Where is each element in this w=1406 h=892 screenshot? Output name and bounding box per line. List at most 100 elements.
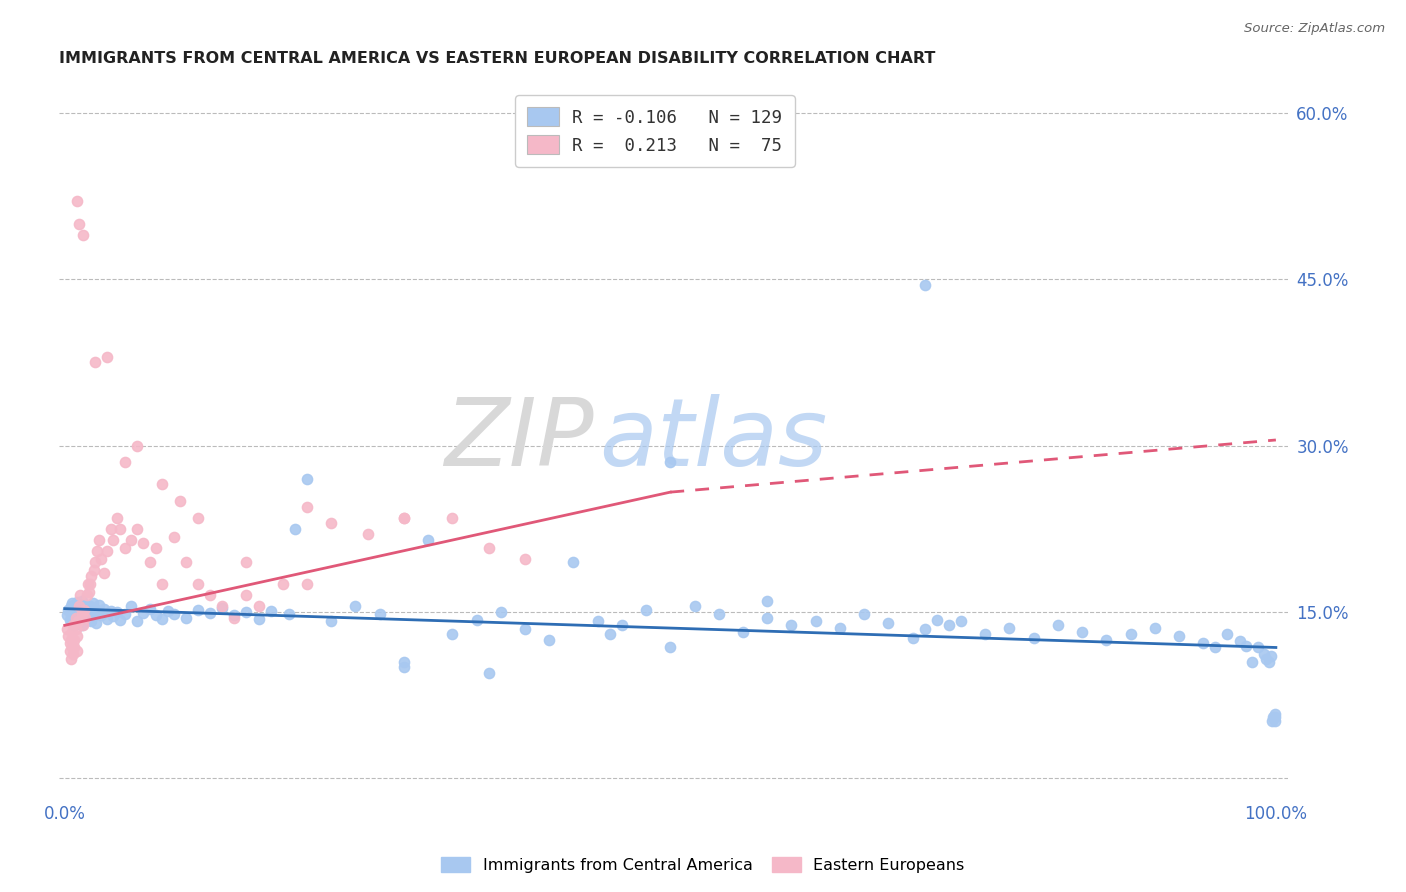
- Point: [1216, 627, 1239, 641]
- Point: [67, 599, 90, 614]
- Point: [56, 608, 79, 623]
- Point: [77, 585, 100, 599]
- Point: [1240, 655, 1263, 669]
- Point: [1257, 655, 1279, 669]
- Point: [72, 600, 94, 615]
- Point: [66, 629, 89, 643]
- Text: Source: ZipAtlas.com: Source: ZipAtlas.com: [1244, 22, 1385, 36]
- Point: [1260, 649, 1282, 664]
- Point: [636, 603, 658, 617]
- Point: [86, 544, 108, 558]
- Point: [82, 596, 104, 610]
- Point: [247, 612, 270, 626]
- Point: [145, 608, 167, 623]
- Point: [76, 599, 98, 613]
- Point: [247, 599, 270, 614]
- Point: [72, 608, 94, 623]
- Point: [914, 622, 936, 636]
- Point: [465, 613, 488, 627]
- Point: [76, 577, 98, 591]
- Point: [224, 610, 246, 624]
- Point: [59, 607, 82, 622]
- Point: [65, 622, 87, 636]
- Point: [295, 500, 318, 514]
- Point: [1071, 624, 1094, 639]
- Point: [69, 610, 91, 624]
- Point: [69, 588, 91, 602]
- Point: [63, 599, 86, 613]
- Text: ZIP: ZIP: [444, 394, 593, 485]
- Point: [828, 620, 851, 634]
- Point: [211, 600, 233, 615]
- Point: [73, 615, 96, 629]
- Point: [100, 522, 122, 536]
- Point: [853, 607, 876, 622]
- Point: [67, 607, 90, 622]
- Point: [66, 595, 89, 609]
- Point: [1264, 710, 1286, 724]
- Point: [70, 607, 93, 622]
- Point: [321, 614, 343, 628]
- Point: [90, 608, 112, 623]
- Point: [1192, 636, 1215, 650]
- Point: [114, 607, 136, 622]
- Point: [62, 612, 84, 626]
- Point: [120, 533, 142, 547]
- Point: [271, 577, 294, 591]
- Point: [538, 632, 561, 647]
- Point: [103, 533, 125, 547]
- Point: [169, 494, 191, 508]
- Point: [174, 610, 197, 624]
- Point: [103, 609, 125, 624]
- Point: [80, 614, 103, 628]
- Point: [65, 601, 87, 615]
- Point: [392, 655, 415, 669]
- Point: [1095, 632, 1118, 647]
- Point: [114, 455, 136, 469]
- Point: [63, 632, 86, 647]
- Point: [1046, 618, 1069, 632]
- Point: [62, 604, 84, 618]
- Point: [60, 640, 83, 655]
- Point: [187, 577, 209, 591]
- Point: [138, 601, 160, 615]
- Point: [949, 614, 972, 628]
- Legend: Immigrants from Central America, Eastern Europeans: Immigrants from Central America, Eastern…: [434, 851, 972, 880]
- Point: [998, 620, 1021, 634]
- Point: [63, 640, 86, 655]
- Text: IMMIGRANTS FROM CENTRAL AMERICA VS EASTERN EUROPEAN DISABILITY CORRELATION CHART: IMMIGRANTS FROM CENTRAL AMERICA VS EASTE…: [59, 51, 935, 66]
- Point: [93, 566, 115, 581]
- Point: [295, 577, 318, 591]
- Point: [100, 604, 122, 618]
- Point: [321, 516, 343, 531]
- Point: [56, 622, 79, 636]
- Point: [901, 631, 924, 645]
- Point: [174, 555, 197, 569]
- Point: [58, 613, 80, 627]
- Point: [67, 614, 90, 628]
- Point: [60, 615, 83, 629]
- Point: [1253, 647, 1275, 661]
- Point: [65, 610, 87, 624]
- Point: [86, 606, 108, 620]
- Point: [1234, 640, 1257, 654]
- Point: [368, 607, 391, 622]
- Point: [114, 541, 136, 555]
- Point: [914, 277, 936, 292]
- Point: [79, 599, 101, 614]
- Point: [77, 613, 100, 627]
- Point: [59, 599, 82, 614]
- Point: [284, 522, 307, 536]
- Point: [925, 613, 948, 627]
- Point: [58, 629, 80, 643]
- Point: [66, 194, 89, 209]
- Point: [70, 618, 93, 632]
- Point: [67, 613, 90, 627]
- Point: [105, 605, 128, 619]
- Point: [235, 605, 257, 619]
- Point: [163, 607, 186, 622]
- Point: [804, 614, 827, 628]
- Point: [90, 551, 112, 566]
- Point: [562, 555, 585, 569]
- Point: [132, 536, 155, 550]
